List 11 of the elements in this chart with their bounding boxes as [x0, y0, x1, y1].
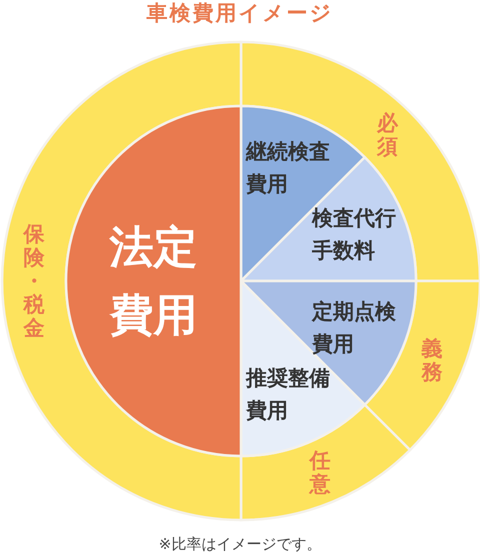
chart-title: 車検費用イメージ: [146, 0, 334, 26]
slice-label: 保険・税金: [22, 222, 46, 340]
slice-label: 検査代行手数料: [311, 206, 396, 262]
slice-label: 義務: [420, 336, 443, 384]
slice-label: 継続検査費用: [244, 140, 330, 196]
slice-label: 必須: [376, 110, 399, 158]
slice-label: 法定費用: [108, 221, 198, 341]
slice-label: 推奨整備費用: [244, 366, 330, 422]
text: ※比率はイメージです。: [158, 534, 322, 554]
slice-label: 定期点検費用: [311, 300, 398, 356]
slice-label: 任意: [308, 448, 332, 496]
